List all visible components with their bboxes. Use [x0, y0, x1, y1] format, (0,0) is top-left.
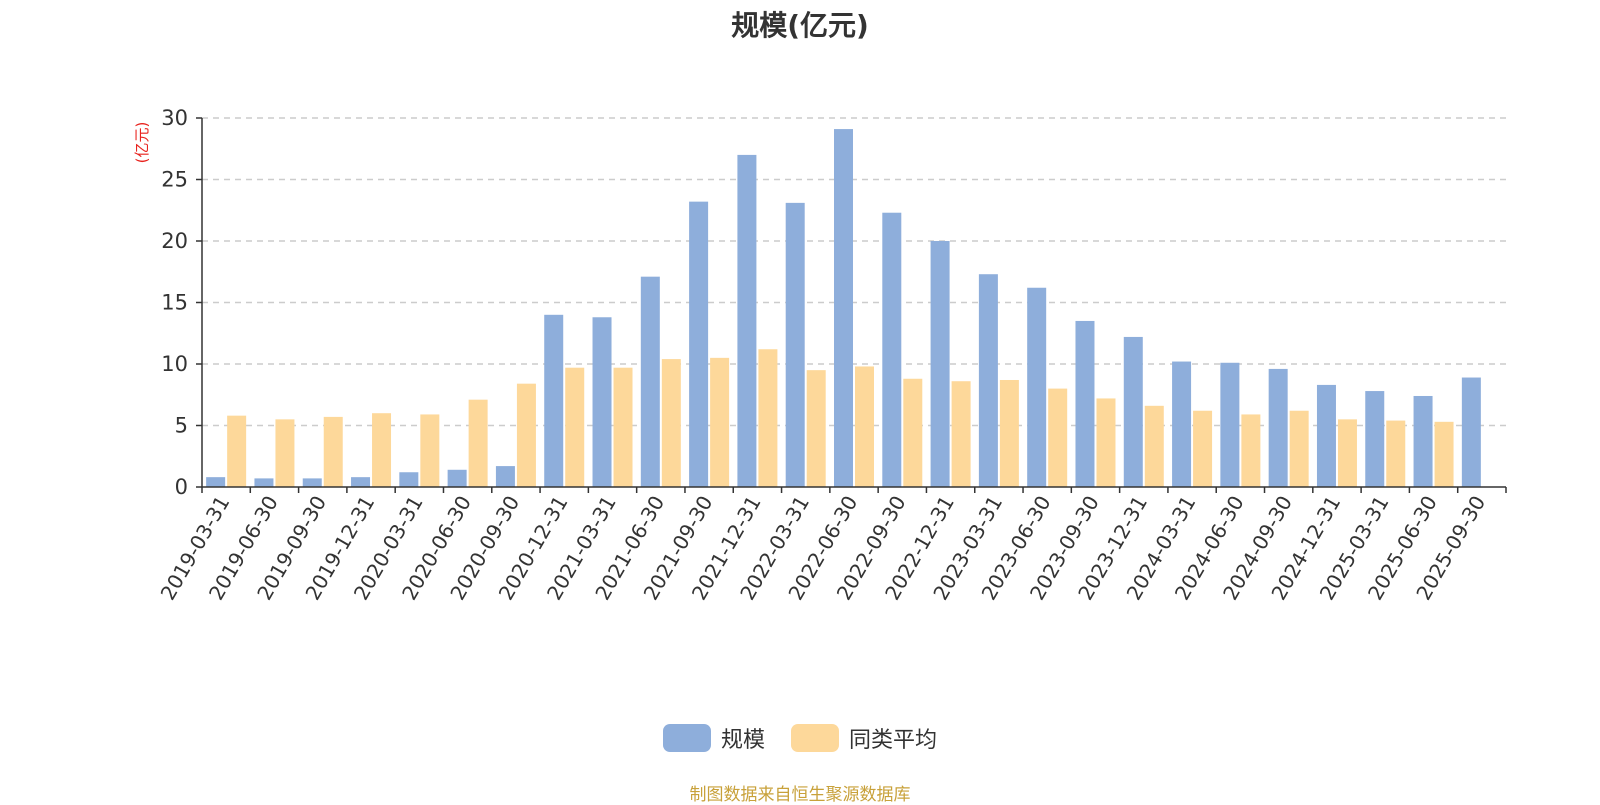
bar-peer-average: [275, 419, 295, 487]
bar-peer-average: [1048, 388, 1068, 487]
bar-scale: [785, 202, 805, 487]
bar-scale: [1316, 384, 1336, 487]
bar-scale: [1027, 287, 1047, 487]
y-tick-label: 30: [161, 106, 188, 130]
bar-peer-average: [1241, 414, 1261, 487]
bar-scale: [1123, 336, 1143, 487]
bar-peer-average: [758, 349, 778, 487]
bar-scale: [302, 478, 322, 487]
y-axis-label: (亿元): [133, 122, 151, 164]
bar-peer-average: [951, 381, 971, 487]
bar-peer-average: [903, 378, 923, 487]
y-tick-label: 5: [175, 414, 188, 438]
bar-scale: [834, 129, 853, 487]
y-tick-label: 25: [161, 168, 188, 192]
bar-scale: [882, 212, 902, 487]
bar-scale: [351, 477, 371, 487]
bar-peer-average: [420, 414, 440, 487]
bar-peer-average: [1434, 421, 1454, 487]
bar-peer-average: [855, 366, 874, 487]
bar-scale: [1268, 368, 1288, 487]
legend-item-scale[interactable]: 规模: [662, 722, 765, 754]
bar-peer-average: [661, 359, 681, 487]
bar-scale: [1220, 362, 1240, 487]
bar-peer-average: [1144, 405, 1164, 487]
legend-label-peer-average: 同类平均: [849, 728, 938, 753]
bar-peer-average: [1337, 419, 1357, 487]
bar-peer-average: [468, 399, 488, 487]
bar-scale: [689, 201, 709, 487]
bar-peer-average: [1289, 410, 1309, 487]
legend-label-scale: 规模: [720, 728, 765, 753]
legend-item-peer-average[interactable]: 同类平均: [791, 722, 937, 754]
y-tick-label: 15: [161, 291, 188, 315]
legend-swatch-peer-average: [791, 724, 839, 752]
bar-scale: [544, 314, 564, 487]
bar-scale: [1172, 361, 1192, 487]
bar-peer-average: [613, 367, 633, 487]
bar-scale: [206, 477, 226, 487]
bar-scale: [495, 466, 515, 487]
bar-peer-average: [1386, 420, 1406, 487]
bar-peer-average: [227, 415, 247, 487]
bar-peer-average: [516, 383, 536, 487]
bar-scale: [254, 478, 274, 487]
bar-scale: [1365, 391, 1385, 487]
bar-scale: [640, 276, 660, 487]
bar-peer-average: [1193, 410, 1213, 487]
bar-peer-average: [323, 416, 343, 487]
bar-peer-average: [999, 379, 1019, 487]
bar-scale: [592, 317, 612, 487]
bar-scale: [1075, 320, 1095, 487]
bar-peer-average: [1096, 398, 1116, 487]
bar-scale: [1413, 395, 1433, 487]
legend: 规模 同类平均: [0, 722, 1600, 754]
y-tick-label: 0: [175, 475, 188, 499]
bar-scale: [1461, 377, 1481, 487]
bar-peer-average: [372, 413, 392, 487]
chart-title: 规模(亿元): [731, 9, 869, 42]
bar-scale: [737, 154, 757, 487]
legend-swatch-scale: [662, 724, 711, 752]
bar-scale: [930, 241, 950, 487]
bar-peer-average: [806, 370, 826, 487]
source-note: 制图数据来自恒生聚源数据库: [689, 785, 911, 805]
bar-scale: [447, 469, 467, 487]
bar-peer-average: [565, 367, 585, 487]
bar-scale: [399, 472, 419, 487]
bar-scale: [978, 274, 998, 487]
y-tick-label: 20: [161, 229, 188, 253]
y-tick-label: 10: [161, 352, 188, 376]
bar-peer-average: [710, 357, 730, 487]
